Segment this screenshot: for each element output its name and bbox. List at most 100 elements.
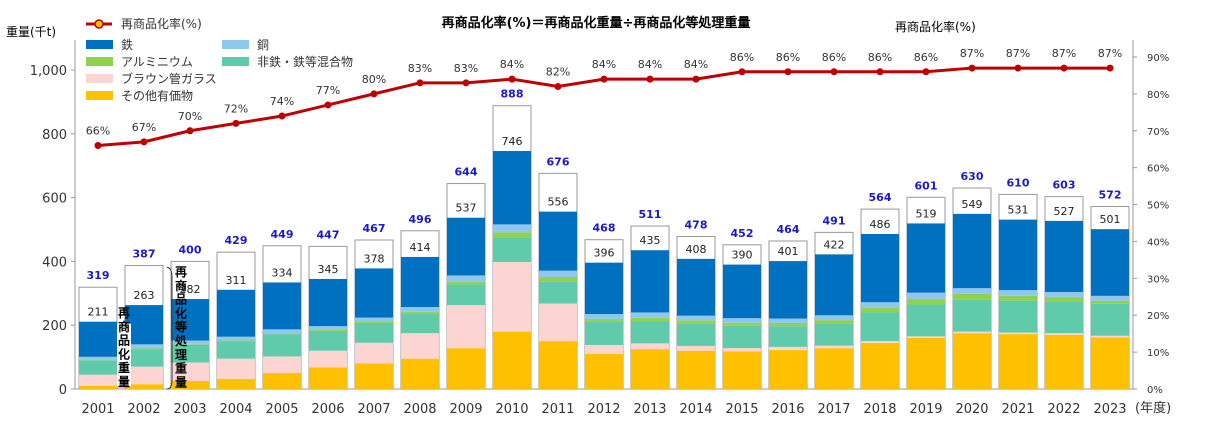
bar-segment [861, 302, 899, 308]
recycled-label: 396 [594, 247, 615, 260]
rate-point [600, 75, 608, 83]
bar-segment [401, 358, 439, 389]
bar-segment [585, 314, 623, 319]
rate-point [830, 68, 838, 76]
bar-segment [815, 320, 853, 324]
bar-segment [861, 307, 899, 313]
legend-swatch [86, 91, 113, 100]
bar-segment [907, 336, 945, 338]
recycled-label: 501 [1100, 213, 1121, 226]
data-labels: 319 211 387 263 400 282 429 311 449 334 447 345 467 3… [87, 88, 1122, 319]
legend-label: 再商品化率(%) [121, 16, 202, 31]
bar-segment [677, 315, 715, 321]
annotation-recycled-weight: 商 [118, 319, 130, 334]
annotation-recycled-weight: 再 [118, 306, 130, 320]
bar-segment [631, 250, 669, 313]
bar-segment [1045, 220, 1083, 293]
rate-point [416, 79, 424, 87]
chart-title: 再商品化率(%)＝再商品化重量÷再商品化等処理重量 [442, 15, 751, 31]
bar-segment [723, 318, 761, 323]
bar-segment [1045, 292, 1083, 297]
bar-segment [539, 303, 577, 342]
bar-segment [861, 341, 899, 343]
bar-segment [815, 348, 853, 389]
recycled-label: 282 [180, 283, 201, 296]
bar-segment [999, 290, 1037, 296]
recycled-label: 263 [134, 289, 155, 302]
bar-segment [263, 356, 301, 374]
total-label: 468 [593, 222, 616, 235]
rate-point [738, 68, 746, 76]
legend-swatch [86, 57, 113, 66]
rate-label: 86% [730, 51, 754, 64]
rate-point [1060, 64, 1068, 72]
total-label: 319 [87, 269, 110, 282]
bar-segment [217, 378, 255, 389]
total-label: 464 [777, 223, 800, 236]
bar-segment [309, 367, 347, 389]
bar-segment [79, 360, 117, 375]
annotation-recycled-weight: 化 [118, 346, 130, 361]
bar-segment [861, 233, 899, 303]
bar-segment [217, 341, 255, 359]
rate-label: 84% [684, 58, 708, 71]
bar-segment [953, 333, 991, 389]
recycled-label: 531 [1008, 204, 1029, 217]
bar-segment [125, 349, 163, 367]
bar-segment [217, 340, 255, 342]
total-label: 511 [639, 208, 662, 221]
bar-segment [171, 340, 209, 345]
x-tick-label: 2023 [1093, 402, 1126, 417]
recycled-label: 345 [318, 263, 339, 276]
bar-segment [401, 307, 439, 312]
rate-label: 86% [868, 51, 892, 64]
rate-point [232, 119, 240, 127]
recycled-label: 401 [778, 245, 799, 258]
rate-label: 84% [592, 58, 616, 71]
x-tick-label: 2005 [265, 402, 298, 417]
rate-label: 87% [1098, 47, 1122, 60]
x-tick-label: 2012 [587, 402, 620, 417]
legend-label: その他有価物 [121, 89, 193, 103]
bar-segment [447, 281, 485, 285]
annotation-processed-weight: 理 [175, 348, 187, 362]
total-label: 400 [179, 243, 202, 256]
bar-segment [1045, 301, 1083, 334]
bar-segment [861, 312, 899, 342]
recycled-label: 211 [88, 306, 109, 319]
recycled-label: 435 [640, 234, 661, 247]
bar-segment [677, 350, 715, 389]
bar-segment [815, 345, 853, 349]
bar-segment [539, 270, 577, 278]
axes: 0 200 400 600 800 1,000 0% 10% 20% 30% 40% 50% 60% 70… [30, 40, 1169, 417]
y2-axis-title: 再商品化率(%) [895, 19, 976, 34]
bar-segment [907, 337, 945, 389]
y2-tick-label: 80% [1147, 90, 1169, 101]
bar-segment [907, 292, 945, 300]
bar-segment [1091, 295, 1129, 301]
rate-point [876, 68, 884, 76]
bar-segment [1091, 303, 1129, 336]
x-axis-unit: (年度) [1135, 400, 1171, 416]
y-tick-label: 200 [42, 319, 67, 334]
y2-tick-label: 90% [1147, 53, 1169, 64]
bar-segment [309, 326, 347, 330]
recycled-label: 556 [548, 196, 569, 209]
bar-segment [677, 345, 715, 351]
bar-segment [309, 329, 347, 331]
y2-tick-label: 20% [1147, 311, 1169, 322]
bar-segment [1091, 335, 1129, 338]
total-label: 452 [731, 227, 754, 240]
rate-point [370, 90, 378, 98]
bar-segment [1045, 334, 1083, 389]
bar-segment [79, 321, 117, 357]
bar-segment [769, 346, 807, 351]
rate-label: 84% [638, 58, 662, 71]
y2-tick-label: 60% [1147, 164, 1169, 175]
x-tick-label: 2010 [495, 402, 528, 417]
legend-swatch [222, 57, 249, 66]
annotation-recycled-weight: 品 [118, 334, 130, 348]
x-tick-label: 2013 [633, 402, 666, 417]
rate-label: 86% [822, 51, 846, 64]
